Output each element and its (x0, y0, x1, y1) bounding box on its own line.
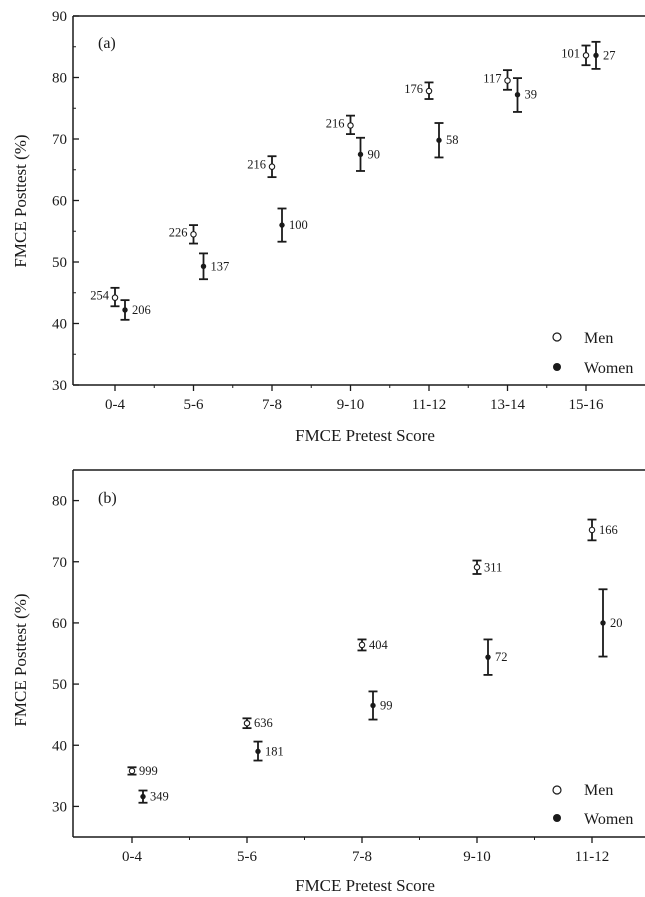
data-point-women (485, 654, 491, 660)
data-point-men (425, 87, 433, 95)
legend-label-women: Women (584, 360, 633, 377)
x-tick-label: 5-6 (184, 397, 204, 413)
x-tick-label: 13-14 (490, 397, 525, 413)
legend-marker-men (552, 332, 562, 342)
count-label-men: 117 (483, 72, 501, 86)
y-tick-label: 60 (52, 616, 67, 632)
y-tick-label: 80 (52, 71, 67, 87)
x-axis-title: FMCE Pretest Score (295, 426, 435, 445)
data-point-women (255, 748, 261, 755)
count-label-women: 27 (603, 48, 616, 62)
legend-label-men: Men (584, 782, 613, 799)
y-tick-label: 70 (52, 555, 67, 571)
y-tick-label: 50 (52, 255, 67, 271)
x-tick-label: 5-6 (237, 849, 257, 865)
data-point-women (140, 793, 146, 800)
count-label-men: 216 (326, 116, 345, 130)
count-label-men: 311 (484, 560, 502, 574)
count-label-men: 999 (139, 764, 158, 778)
y-tick-label: 60 (52, 194, 67, 210)
data-point-men (347, 122, 354, 129)
count-label-men: 226 (169, 225, 188, 239)
data-point-men (111, 294, 119, 301)
chart-panel-b: (b) FMCE Pretest Score FMCE Posttest (%)… (11, 469, 645, 895)
count-label-women: 137 (211, 259, 230, 273)
legend-marker-women (553, 814, 561, 822)
x-tick-label: 9-10 (463, 849, 491, 865)
legend-label-women: Women (584, 811, 633, 828)
data-point-women (514, 92, 521, 98)
panel-label: (b) (98, 490, 117, 507)
count-label-women: 206 (132, 303, 151, 317)
count-label-men: 404 (369, 638, 389, 652)
data-point-women (122, 307, 128, 313)
y-tick-label: 50 (52, 677, 67, 693)
count-label-men: 101 (561, 46, 580, 60)
count-label-women: 100 (289, 218, 308, 232)
count-label-men: 166 (599, 523, 618, 537)
x-tick-label: 11-12 (412, 397, 446, 413)
legend-label-men: Men (584, 330, 613, 347)
data-point-men (504, 77, 511, 84)
count-label-women: 181 (265, 744, 284, 758)
x-tick-label: 9-10 (337, 397, 365, 413)
data-point-women (200, 263, 207, 270)
data-point-women (593, 52, 599, 59)
data-point-women (436, 137, 442, 143)
data-point-women (357, 151, 364, 158)
x-tick-label: 7-8 (352, 849, 372, 865)
data-point-men (268, 163, 276, 170)
count-label-men: 216 (247, 158, 266, 172)
data-point-men (582, 52, 590, 59)
count-label-men: 636 (254, 716, 273, 730)
x-tick-label: 15-16 (569, 397, 604, 413)
data-point-men (358, 641, 366, 649)
y-tick-label: 40 (52, 738, 67, 754)
data-point-men (588, 526, 596, 534)
y-tick-label: 30 (52, 378, 67, 394)
data-point-men (190, 231, 197, 238)
count-label-women: 58 (446, 133, 459, 147)
panel-label: (a) (98, 35, 116, 52)
count-label-women: 349 (150, 790, 169, 804)
chart-panel-a: (a) FMCE Pretest Score FMCE Posttest (%)… (11, 9, 645, 445)
count-label-men: 254 (90, 289, 110, 303)
x-tick-label: 7-8 (262, 397, 282, 413)
count-label-women: 90 (368, 147, 381, 161)
x-tick-label: 0-4 (122, 849, 142, 865)
data-point-women (370, 702, 376, 709)
data-point-women (279, 222, 285, 228)
data-point-men (243, 719, 251, 727)
data-point-women (600, 620, 606, 626)
y-tick-label: 70 (52, 132, 67, 148)
data-point-men (473, 564, 481, 571)
x-axis-title: FMCE Pretest Score (295, 876, 435, 895)
count-label-women: 99 (380, 698, 393, 712)
y-tick-label: 80 (52, 494, 67, 510)
data-point-men (128, 767, 136, 775)
y-tick-label: 30 (52, 799, 67, 815)
y-tick-label: 90 (52, 9, 67, 25)
count-label-men: 176 (404, 82, 423, 96)
count-label-women: 39 (525, 88, 538, 102)
count-label-women: 20 (610, 616, 623, 630)
y-axis-title: FMCE Posttest (%) (11, 593, 30, 726)
y-axis-title: FMCE Posttest (%) (11, 134, 30, 267)
legend-marker-women (553, 363, 561, 371)
x-tick-label: 11-12 (575, 849, 609, 865)
count-label-women: 72 (495, 650, 508, 664)
y-tick-label: 40 (52, 317, 67, 333)
x-tick-label: 0-4 (105, 397, 125, 413)
legend-marker-men (552, 785, 562, 795)
